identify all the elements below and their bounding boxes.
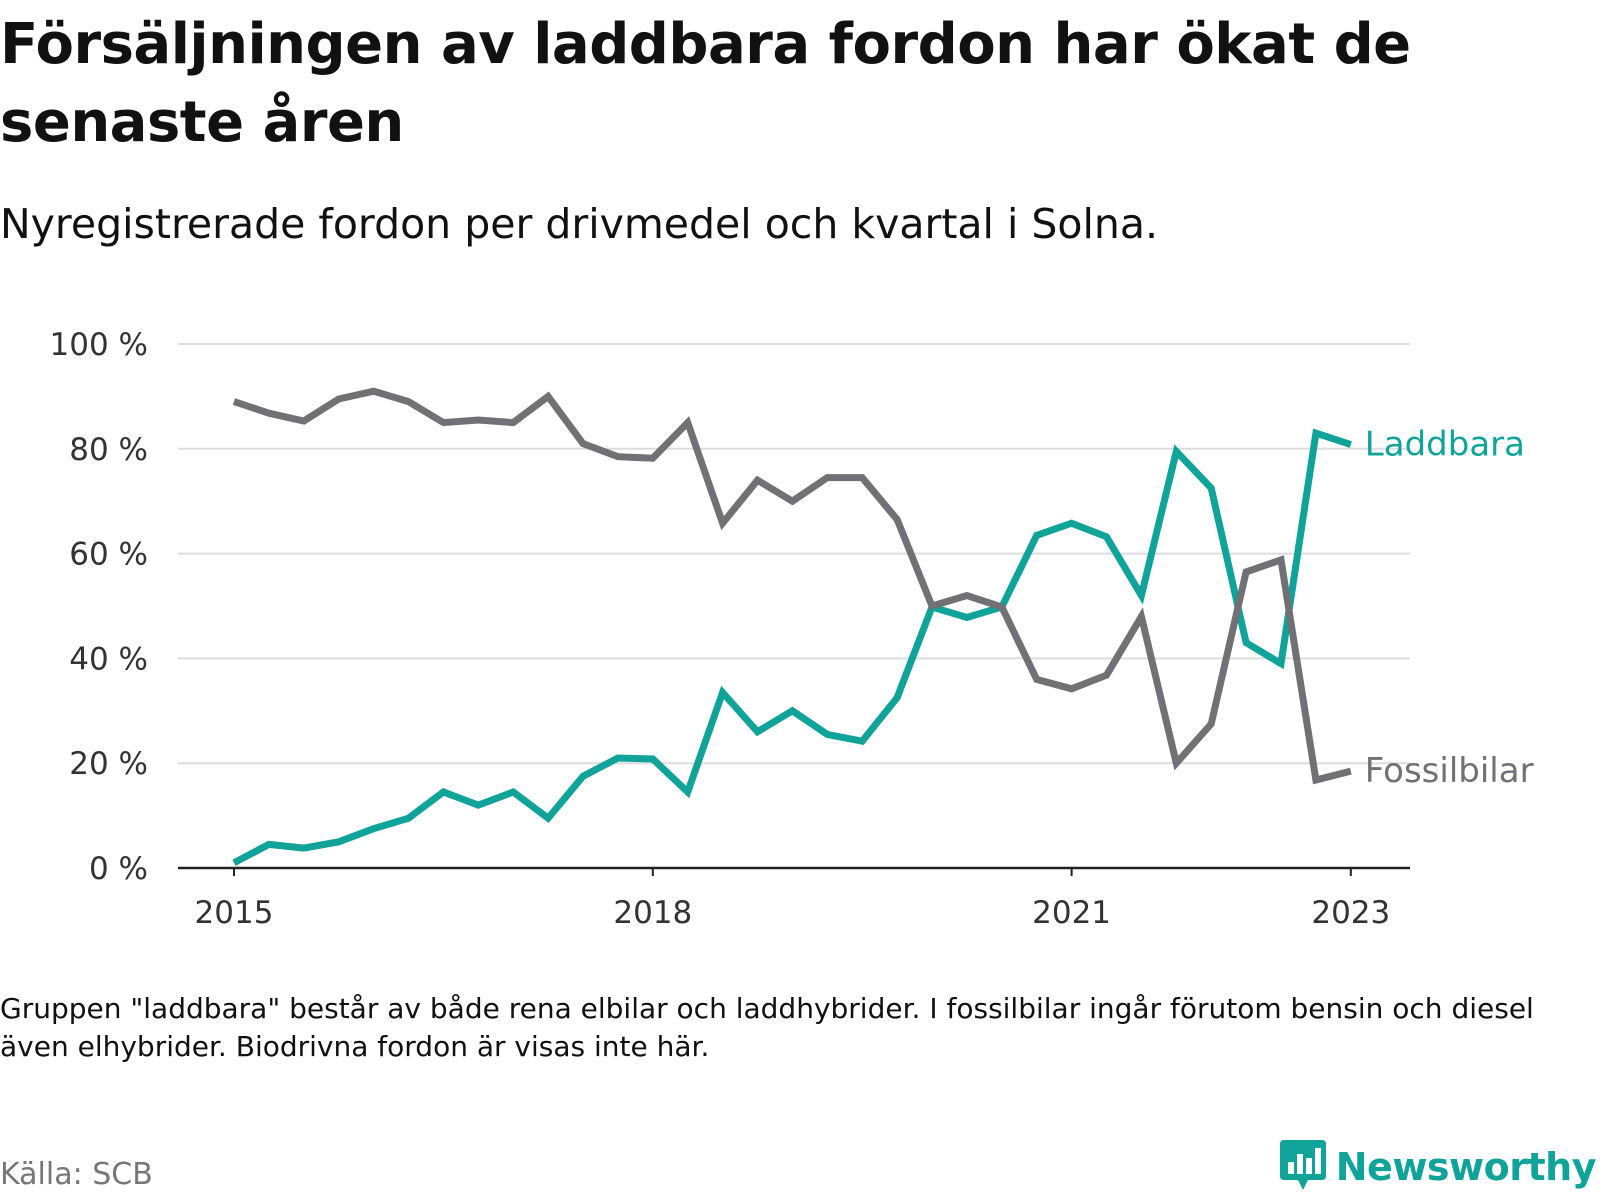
y-tick-label: 60 % xyxy=(69,537,148,573)
series-label-laddbara: Laddbara xyxy=(1365,425,1525,465)
x-tick-label: 2015 xyxy=(195,895,274,931)
y-tick-label: 40 % xyxy=(69,641,148,677)
y-tick-label: 100 % xyxy=(50,327,148,363)
brand-name: Newsworthy xyxy=(1335,1145,1597,1189)
x-tick-label: 2023 xyxy=(1311,895,1390,931)
gridlines xyxy=(178,343,1410,765)
x-tick-label: 2021 xyxy=(1032,895,1111,931)
source-label: Källa: SCB xyxy=(0,1157,153,1192)
y-tick-label: 80 % xyxy=(69,432,148,468)
series-label-fossilbilar: Fossilbilar xyxy=(1365,751,1534,791)
series-line-fossilbilar xyxy=(232,387,1352,785)
chart-title: Försäljningen av laddbara fordon har öka… xyxy=(0,12,1411,155)
chart-subtitle: Nyregistrerade fordon per drivmedel och … xyxy=(0,200,1159,248)
footnote: Gruppen "laddbara" består av både rena e… xyxy=(0,992,1534,1063)
brand-logo: Newsworthy xyxy=(1278,1138,1597,1196)
line-chart: 0 % 20 % 40 % 60 % 80 % 100 % 2015 2018 2021 202… xyxy=(50,327,1534,931)
y-tick-label: 20 % xyxy=(69,746,148,782)
series-end-labels: Laddbara Fossilbilar xyxy=(1365,425,1534,791)
x-axis: 2015 2018 2021 2023 xyxy=(178,866,1410,931)
series-lines xyxy=(232,387,1352,866)
bar-chart-speech-bubble-icon xyxy=(1279,1140,1326,1190)
x-tick-label: 2018 xyxy=(613,895,692,931)
y-tick-label: 0 % xyxy=(89,851,148,887)
y-axis-tick-labels: 0 % 20 % 40 % 60 % 80 % 100 % xyxy=(50,327,148,887)
series-line-laddbara xyxy=(232,428,1352,866)
